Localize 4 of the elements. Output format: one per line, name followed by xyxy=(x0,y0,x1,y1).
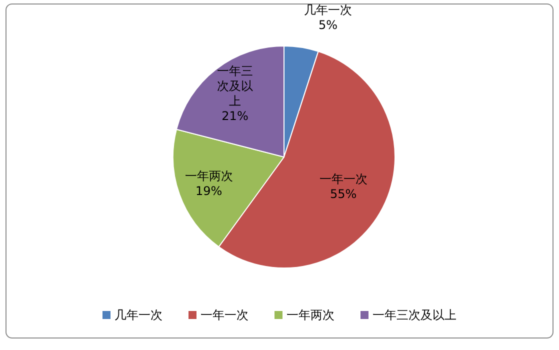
legend-label: 一年两次 xyxy=(286,308,334,322)
legend-label: 一年三次及以上 xyxy=(372,308,456,322)
legend-label: 一年一次 xyxy=(200,308,248,322)
legend-label: 几年一次 xyxy=(114,308,162,322)
